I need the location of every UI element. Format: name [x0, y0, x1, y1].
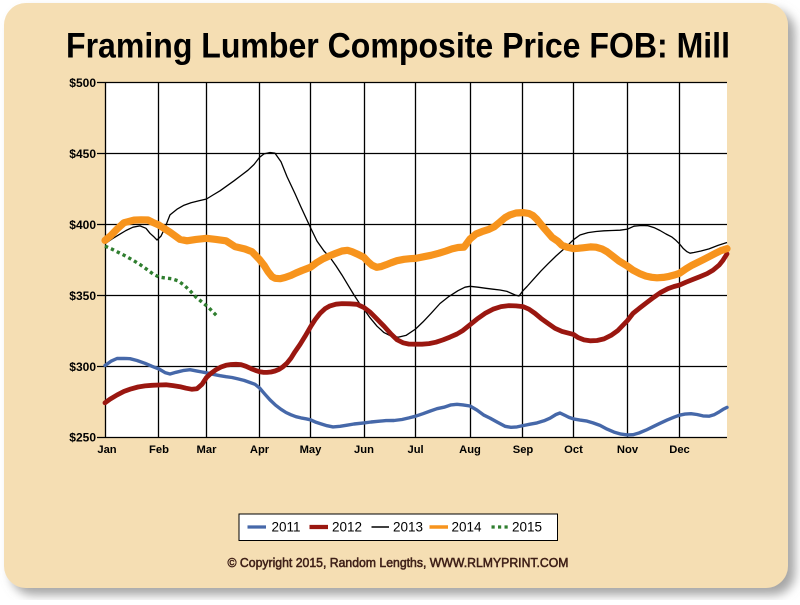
svg-text:2015: 2015	[512, 520, 542, 535]
svg-text:$450: $450	[69, 147, 96, 161]
svg-text:$350: $350	[69, 289, 96, 303]
svg-text:Jun: Jun	[354, 444, 374, 456]
svg-text:May: May	[300, 444, 323, 456]
svg-text:$250: $250	[69, 431, 96, 445]
svg-text:Jan: Jan	[97, 444, 116, 456]
svg-text:Nov: Nov	[617, 444, 639, 456]
svg-text:Framing Lumber Composite Price: Framing Lumber Composite Price FOB: Mill	[66, 27, 730, 66]
svg-text:Oct: Oct	[564, 444, 583, 456]
svg-text:Sep: Sep	[513, 444, 534, 456]
svg-text:2014: 2014	[452, 520, 483, 535]
svg-text:© Copyright 2015, Random Lengt: © Copyright 2015, Random Lengths, WWW.RL…	[228, 555, 569, 570]
svg-text:Feb: Feb	[149, 444, 169, 456]
svg-text:Jul: Jul	[408, 444, 424, 456]
svg-text:Apr: Apr	[250, 444, 270, 456]
svg-text:2013: 2013	[393, 520, 423, 535]
svg-text:Aug: Aug	[459, 444, 481, 456]
svg-text:Mar: Mar	[197, 444, 218, 456]
svg-text:Dec: Dec	[669, 444, 690, 456]
svg-text:$500: $500	[69, 76, 96, 90]
svg-text:$300: $300	[69, 360, 96, 374]
svg-text:2012: 2012	[332, 520, 362, 535]
svg-text:$400: $400	[69, 218, 96, 232]
svg-text:2011: 2011	[272, 520, 301, 535]
